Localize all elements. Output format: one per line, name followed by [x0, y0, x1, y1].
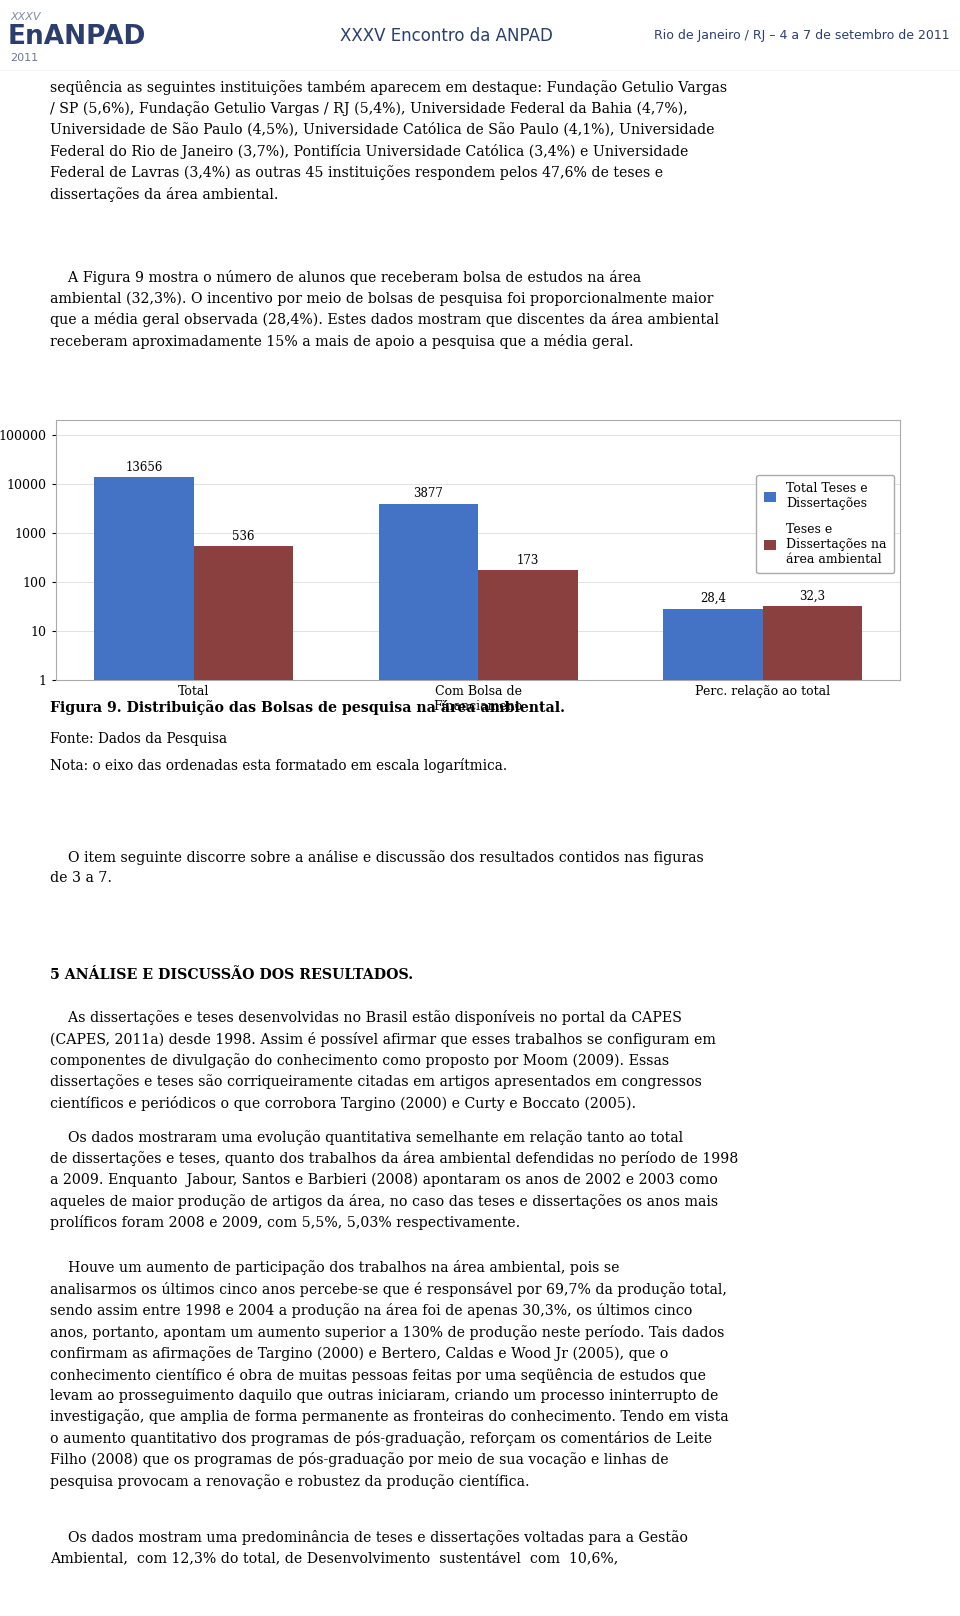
Bar [378, 504, 478, 1616]
Text: EnANPAD: EnANPAD [8, 24, 146, 50]
Text: 3877: 3877 [414, 488, 444, 501]
Text: XXXV Encontro da ANPAD: XXXV Encontro da ANPAD [340, 26, 553, 45]
Text: As dissertações e teses desenvolvidas no Brasil estão disponíveis no portal da C: As dissertações e teses desenvolvidas no… [50, 1010, 716, 1112]
Bar [194, 546, 293, 1616]
Text: Fonte: Dados da Pesquisa: Fonte: Dados da Pesquisa [50, 732, 228, 747]
Text: 5 ANÁLISE E DISCUSSÃO DOS RESULTADOS.: 5 ANÁLISE E DISCUSSÃO DOS RESULTADOS. [50, 968, 413, 983]
Text: A Figura 9 mostra o número de alunos que receberam bolsa de estudos na área
ambi: A Figura 9 mostra o número de alunos que… [50, 270, 719, 349]
Text: 173: 173 [516, 554, 540, 567]
Text: 28,4: 28,4 [700, 591, 726, 606]
Text: 536: 536 [232, 530, 254, 543]
Bar [478, 570, 578, 1616]
Text: Rio de Janeiro / RJ – 4 a 7 de setembro de 2011: Rio de Janeiro / RJ – 4 a 7 de setembro … [655, 29, 950, 42]
Text: 2011: 2011 [10, 53, 38, 63]
Text: Nota: o eixo das ordenadas esta formatado em escala logarítmica.: Nota: o eixo das ordenadas esta formatad… [50, 758, 507, 772]
Text: 32,3: 32,3 [800, 590, 826, 603]
Legend: Total Teses e
Dissertações, Teses e
Dissertações na
área ambiental: Total Teses e Dissertações, Teses e Diss… [756, 475, 894, 574]
Bar [663, 609, 762, 1616]
Text: Figura 9. Distribuição das Bolsas de pesquisa na área ambiental.: Figura 9. Distribuição das Bolsas de pes… [50, 700, 564, 714]
Text: Os dados mostram uma predominância de teses e dissertações voltadas para a Gestã: Os dados mostram uma predominância de te… [50, 1530, 688, 1564]
Text: Houve um aumento de participação dos trabalhos na área ambiental, pois se
analis: Houve um aumento de participação dos tra… [50, 1260, 729, 1488]
Text: XXXV: XXXV [10, 13, 40, 23]
Bar [94, 477, 194, 1616]
Text: seqüência as seguintes instituições também aparecem em destaque: Fundação Getuli: seqüência as seguintes instituições tamb… [50, 81, 727, 202]
Bar [762, 606, 862, 1616]
Text: Os dados mostraram uma evolução quantitativa semelhante em relação tanto ao tota: Os dados mostraram uma evolução quantita… [50, 1130, 738, 1230]
Text: 13656: 13656 [125, 461, 162, 473]
Text: O item seguinte discorre sobre a análise e discussão dos resultados contidos nas: O item seguinte discorre sobre a análise… [50, 850, 704, 886]
